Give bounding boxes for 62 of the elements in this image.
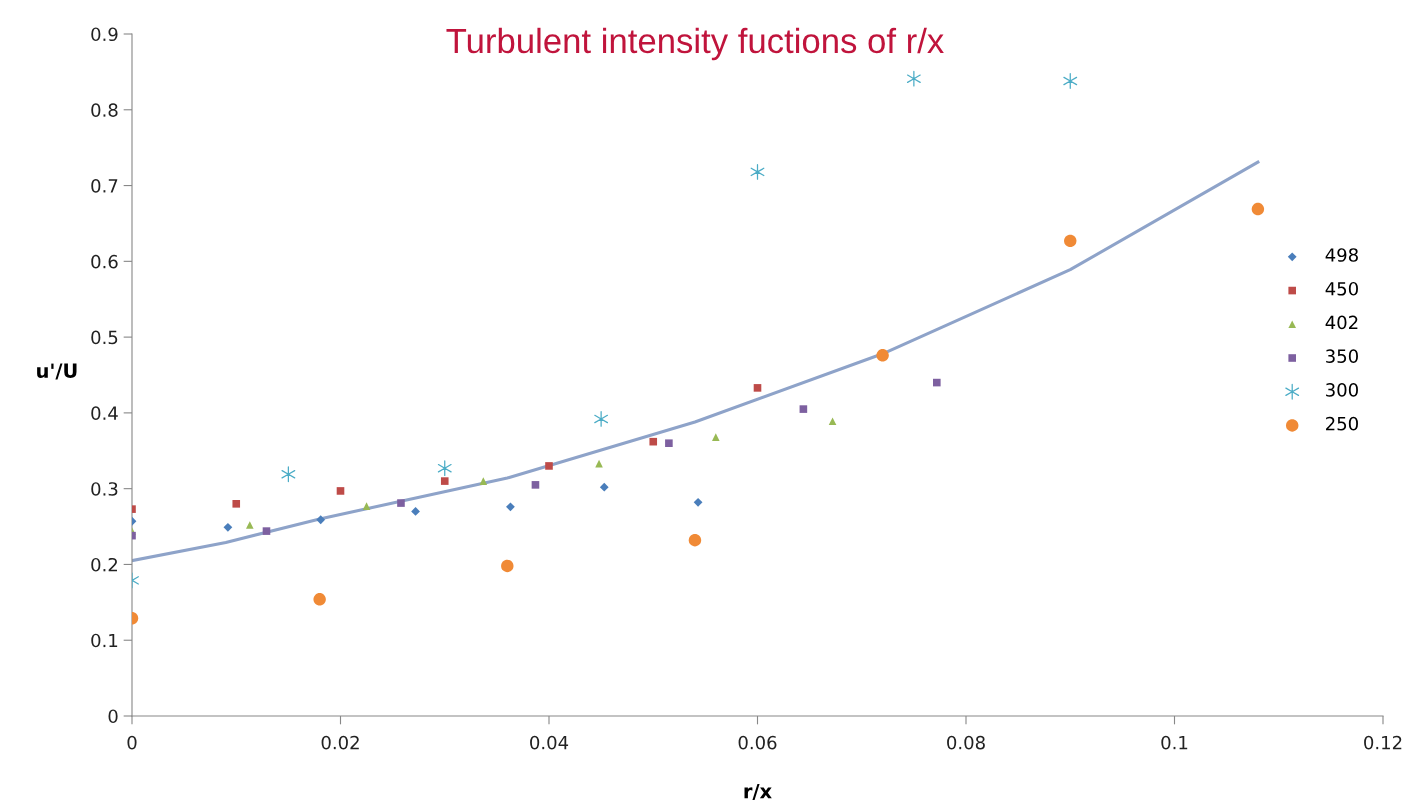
point [712,433,720,441]
line-series [132,160,1260,563]
point [232,500,241,508]
point [828,417,837,426]
legend-label: 300 [1326,383,1358,397]
point [223,522,233,532]
point [440,477,449,485]
point [336,487,345,495]
point [906,70,921,87]
legend-label: 498 [1325,248,1358,262]
y-axis-title: u'/U [37,363,77,380]
y-tick-label: 0.7 [91,179,118,193]
point [362,502,371,510]
x-tick-label: 0.04 [530,735,569,750]
point [753,384,762,392]
point [1063,73,1078,89]
point [246,521,254,529]
point [437,460,452,477]
point [599,482,609,492]
point [594,411,609,427]
legend-label: 250 [1326,416,1358,431]
y-tick-label: 0.9 [91,27,118,42]
y-tick-label: 0.3 [91,482,118,496]
y-tick-label: 0.8 [91,103,118,117]
x-tick-label: 0.12 [1364,735,1402,750]
legend-label: 350 [1326,349,1358,363]
point [411,507,420,516]
point [750,164,765,180]
y-tick-label: 0.4 [91,406,118,421]
legend-label: 402 [1325,315,1358,330]
point [479,477,488,485]
y-tick-label: 0.1 [91,633,118,648]
point [262,527,271,535]
point [531,481,540,489]
point [665,439,673,447]
x-tick-label: 0.02 [321,735,359,750]
point [799,405,808,413]
point [397,499,405,507]
x-tick-label: 0.1 [1161,735,1188,750]
point [693,497,703,507]
point [313,593,326,606]
x-axis-title: r/x [744,784,772,801]
point [876,349,889,362]
y-tick-label: 0.6 [91,254,118,269]
x-tick-label: 0.06 [738,735,777,750]
point [649,437,658,446]
point [506,502,515,512]
point [933,378,941,387]
point [688,533,702,547]
y-tick-label: 0 [108,709,118,724]
point [501,559,514,573]
x-tick-label: 0.08 [947,735,985,750]
point [281,466,296,483]
y-tick-label: 0.2 [91,557,117,572]
point [545,462,553,470]
point [1251,202,1265,216]
point [1064,234,1077,248]
y-tick-label: 0.5 [91,330,118,345]
point [316,515,326,525]
chart-title: Turbulent intensity fuctions of r/x [446,27,944,61]
x-tick-label: 0 [127,735,137,750]
legend-label: 450 [1325,281,1358,296]
